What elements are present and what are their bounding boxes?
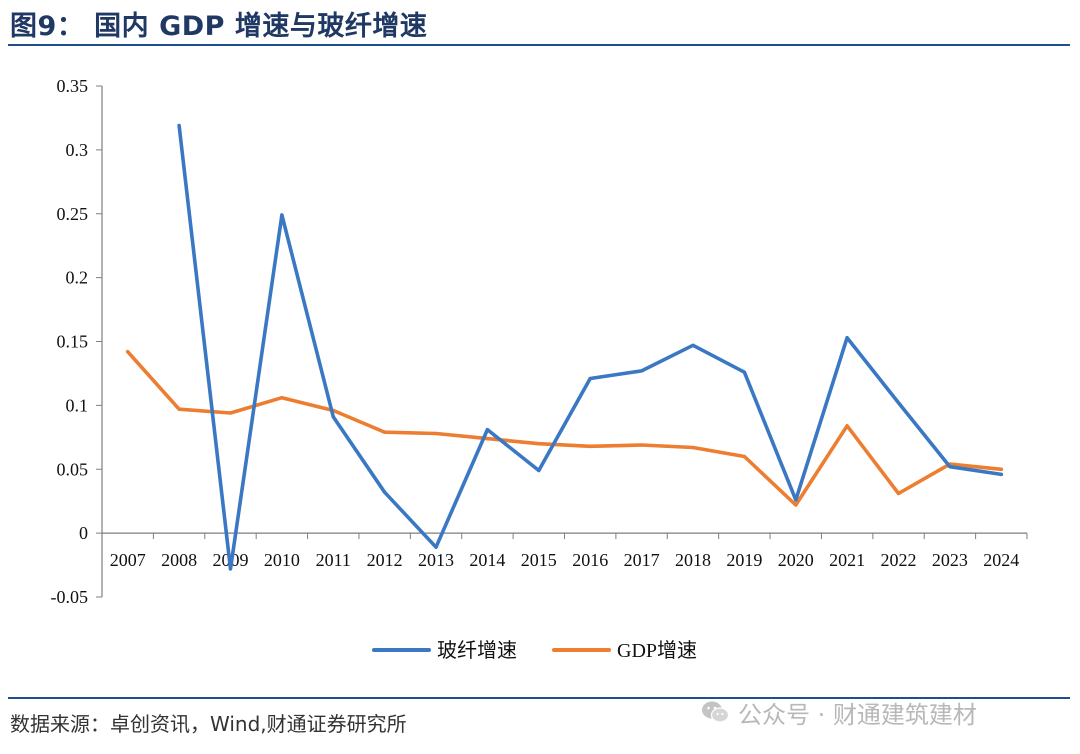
series-line-glass-fiber <box>177 123 1004 571</box>
series-line-gdp <box>125 349 1004 507</box>
x-tick-label: 2024 <box>983 550 1019 570</box>
wechat-icon <box>702 701 730 723</box>
y-axis-ticks: -0.05 0 0.05 0.1 0.15 0.2 0.25 0.3 0.35 <box>51 76 102 607</box>
data-point <box>177 124 181 128</box>
y-tick-label: -0.05 <box>51 587 89 607</box>
data-point <box>434 431 438 436</box>
data-point <box>434 545 438 549</box>
y-tick-label: 0.25 <box>57 204 89 224</box>
data-point <box>999 467 1003 471</box>
data-point <box>896 401 901 405</box>
chart-series <box>125 123 1004 571</box>
data-point <box>639 369 644 373</box>
data-point <box>280 396 284 400</box>
data-point <box>177 407 181 411</box>
y-tick-label: 0 <box>79 523 88 543</box>
footer-divider <box>8 697 1070 699</box>
x-tick-label: 2007 <box>110 550 146 570</box>
x-tick-label: 2015 <box>521 550 557 570</box>
data-point <box>794 503 798 507</box>
x-tick-label: 2016 <box>572 550 608 570</box>
watermark-text: 公众号 · 财通建筑建材 <box>738 700 977 729</box>
data-point <box>691 343 695 347</box>
chart-legend: 玻纤增速 GDP增速 <box>372 639 697 662</box>
data-point <box>948 465 952 469</box>
x-tick-label: 2012 <box>367 550 403 570</box>
data-point <box>845 336 849 340</box>
x-tick-label: 2019 <box>726 550 762 570</box>
data-point <box>999 472 1003 476</box>
x-tick-label: 2020 <box>778 550 814 570</box>
legend-gdp-label: GDP增速 <box>617 639 697 662</box>
x-tick-label: 2011 <box>316 550 351 570</box>
x-tick-label: 2010 <box>264 550 300 570</box>
data-point <box>126 350 130 354</box>
x-tick-label: 2017 <box>624 550 660 570</box>
data-point <box>588 376 592 381</box>
data-point <box>228 567 233 571</box>
x-tick-label: 2021 <box>829 550 865 570</box>
data-point <box>331 415 335 419</box>
data-point <box>691 445 695 450</box>
line-chart: -0.05 0 0.05 0.1 0.15 0.2 0.25 0.3 0.35 2007 2008… <box>51 76 1028 662</box>
y-tick-label: 0.15 <box>57 332 89 352</box>
data-point <box>537 468 541 473</box>
data-point <box>742 370 746 374</box>
data-point <box>228 411 233 415</box>
data-point <box>280 213 284 217</box>
data-point <box>794 498 798 502</box>
data-point <box>588 444 592 448</box>
data-point <box>485 436 490 441</box>
x-tick-label: 2014 <box>469 550 505 570</box>
data-point <box>896 491 901 496</box>
y-tick-label: 0.3 <box>66 140 89 160</box>
source-note: 数据来源：卓创资讯，Wind,财通证券研究所 <box>10 712 407 736</box>
data-point <box>383 430 387 434</box>
title-divider <box>8 44 1070 46</box>
data-point <box>485 428 490 432</box>
y-tick-label: 0.05 <box>57 459 89 479</box>
y-tick-label: 0.35 <box>57 76 89 96</box>
data-point <box>639 443 644 447</box>
x-tick-label: 2013 <box>418 550 454 570</box>
watermark: 公众号 · 财通建筑建材 <box>700 695 977 729</box>
figure-title: 图9： 国内 GDP 增速与玻纤增速 <box>10 11 428 42</box>
legend-glass-fiber-label: 玻纤增速 <box>437 639 517 662</box>
y-tick-label: 0.1 <box>66 395 89 415</box>
data-point <box>845 424 849 428</box>
data-point <box>742 454 746 459</box>
x-tick-label: 2022 <box>881 550 917 570</box>
x-axis-ticks: 2007 2008 2009 2010 2011 2012 2013 2014 2015 2016… <box>101 533 1028 570</box>
x-tick-label: 2023 <box>932 550 968 570</box>
y-tick-label: 0.2 <box>66 268 89 288</box>
data-point <box>537 442 541 446</box>
x-tick-label: 2008 <box>161 550 197 570</box>
chart-axes <box>101 86 1027 597</box>
x-tick-label: 2018 <box>675 550 711 570</box>
data-point <box>383 490 387 494</box>
